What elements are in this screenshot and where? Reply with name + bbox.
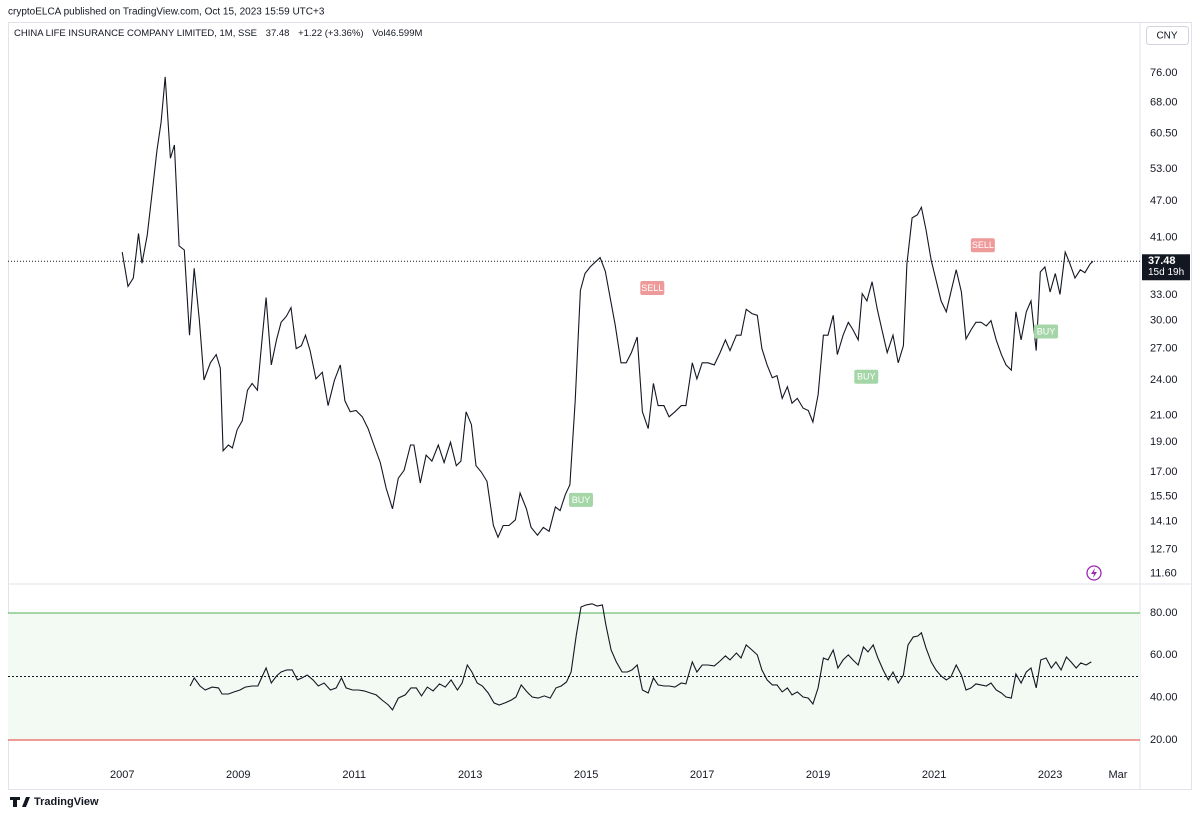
signal-label — [854, 369, 879, 384]
countdown: 15d 19h — [1148, 267, 1184, 278]
y-tick-label: 12.70 — [1150, 543, 1178, 555]
last-price-text: 37.48 — [266, 28, 290, 39]
y-tick-label: 80.00 — [1150, 607, 1178, 619]
brand: TradingView — [34, 796, 99, 808]
currency[interactable]: CNY — [1156, 31, 1177, 42]
volume: Vol46.599M — [372, 28, 422, 39]
y-tick-label: 60.50 — [1150, 128, 1178, 140]
y-tick-label: 33.00 — [1150, 289, 1178, 301]
y-tick-label: 30.00 — [1150, 314, 1178, 326]
y-tick-label: 17.00 — [1150, 466, 1178, 478]
x-tick-label: 2021 — [922, 769, 946, 781]
price-line — [121, 76, 1094, 539]
x-tick-label: 2009 — [226, 769, 250, 781]
change: +1.22 (+3.36%) — [298, 28, 364, 39]
y-tick-label: 60.00 — [1150, 649, 1178, 661]
y-tick-label: 11.60 — [1150, 568, 1177, 580]
signal-label — [568, 492, 593, 507]
y-tick-label: 41.00 — [1150, 231, 1178, 243]
symbol-title: CHINA LIFE INSURANCE COMPANY LIMITED, 1M… — [14, 28, 257, 39]
signal-text: BUY — [572, 495, 591, 505]
signal-label — [970, 238, 995, 253]
x-tick-label: 2015 — [574, 769, 598, 781]
y-tick-label: 76.00 — [1150, 67, 1178, 79]
last-price-box — [1142, 254, 1190, 281]
y-tick-label: 21.00 — [1150, 409, 1178, 421]
y-tick-label: 40.00 — [1150, 692, 1178, 704]
y-tick-label: 47.00 — [1150, 195, 1178, 207]
brand-logo — [10, 797, 30, 807]
signal-text: BUY — [1037, 326, 1056, 336]
last-price-label: 37.48 — [1148, 255, 1176, 267]
y-tick-label: 19.00 — [1150, 436, 1178, 448]
x-tick-label: 2017 — [690, 769, 714, 781]
signal-label — [640, 281, 665, 296]
x-tick-label: 2019 — [806, 769, 830, 781]
y-tick-label: 27.00 — [1150, 343, 1178, 355]
legend-row: CHINA LIFE INSURANCE COMPANY LIMITED, 1M… — [14, 28, 422, 39]
x-tick-label: 2007 — [110, 769, 134, 781]
signal-text: SELL — [641, 283, 663, 293]
currency-box[interactable] — [1146, 26, 1189, 45]
publisher: cryptoELCA published on TradingView.com,… — [8, 7, 325, 18]
y-tick-label: 20.00 — [1150, 734, 1178, 746]
signal-label — [1034, 324, 1059, 339]
signal-text: BUY — [857, 372, 876, 382]
y-tick-label: 68.00 — [1150, 97, 1178, 109]
lightning-icon[interactable] — [1086, 565, 1102, 581]
y-tick-label: 15.50 — [1150, 490, 1178, 502]
x-tick-label: 2011 — [342, 769, 366, 781]
y-tick-label: 14.10 — [1150, 516, 1178, 528]
y-tick-label: 53.00 — [1150, 163, 1178, 175]
price-line — [189, 603, 1092, 711]
signal-text: SELL — [972, 240, 994, 250]
x-tick-label: Mar — [1108, 769, 1127, 781]
x-tick-label: 2013 — [458, 769, 482, 781]
frame — [8, 22, 1192, 790]
y-tick-label: 24.00 — [1150, 374, 1178, 386]
lightning-bolt — [1091, 568, 1097, 578]
x-tick-label: 2023 — [1038, 769, 1062, 781]
